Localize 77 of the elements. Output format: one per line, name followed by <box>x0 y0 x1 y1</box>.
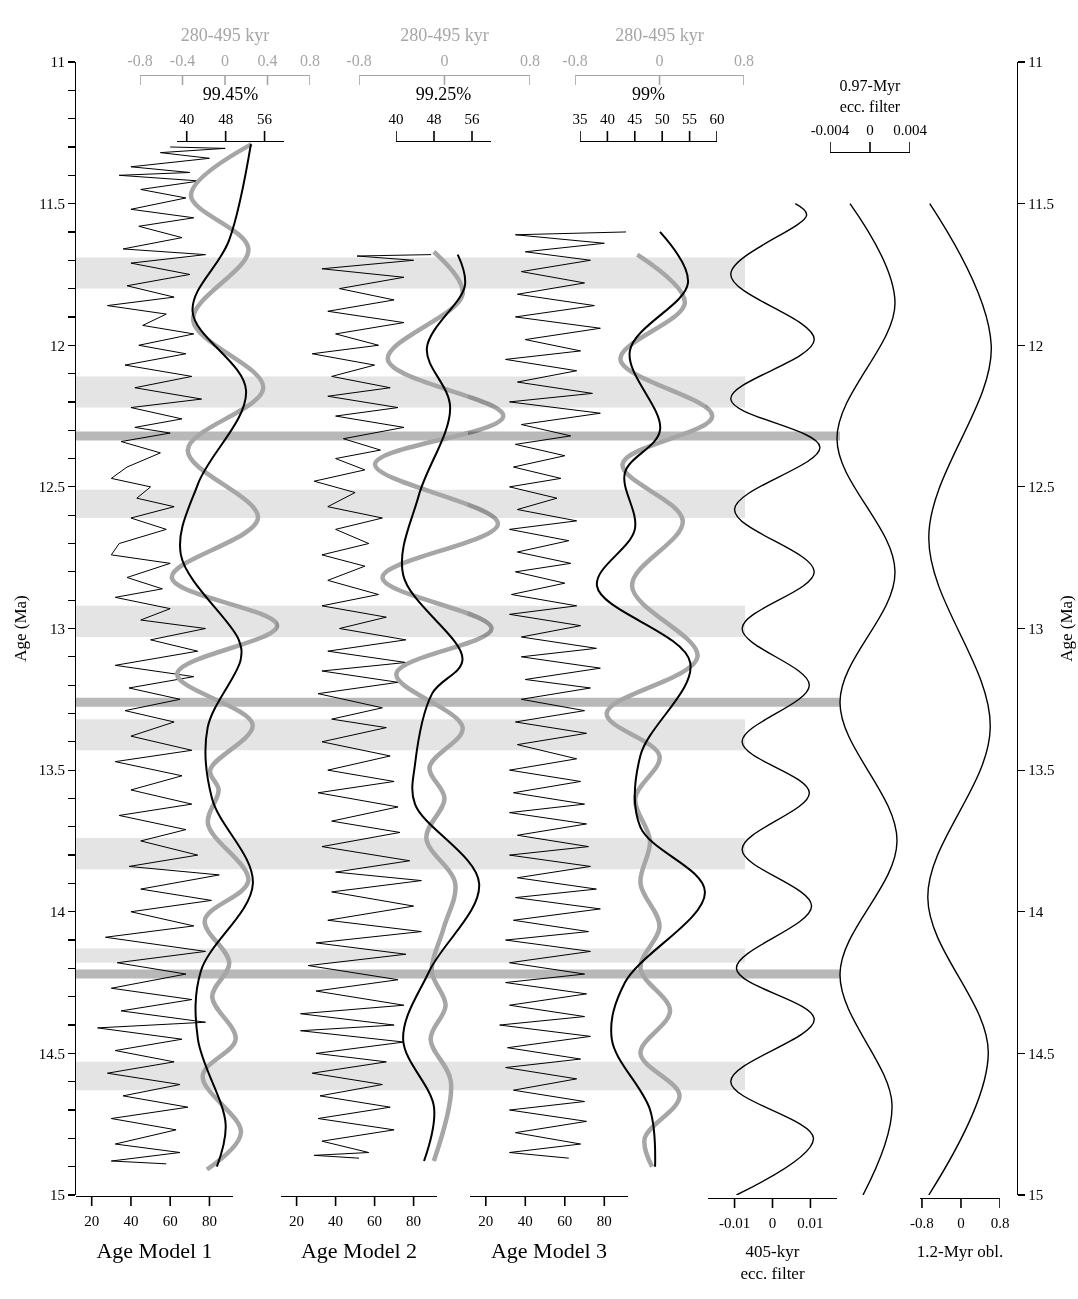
y-tick-label: 15 <box>1028 1187 1044 1204</box>
x-tick-label: 20 <box>478 1213 494 1230</box>
x-axis-title: 0.97-Myr ecc. filter <box>839 77 902 115</box>
x2-tick-label: 0.8 <box>300 51 320 69</box>
y-axis-title: Age (Ma) <box>1056 595 1076 662</box>
x-tick-label: 45 <box>627 111 643 127</box>
y-tick-label: 14.5 <box>38 1045 65 1062</box>
x-tick-label: 48 <box>426 111 442 127</box>
y-tick-label: 14 <box>50 904 66 920</box>
x-axis-title: 99.45% <box>202 84 259 105</box>
y-tick-label: 11 <box>1028 54 1043 71</box>
x-tick-label: 0 <box>768 1215 777 1232</box>
x-axis-title: Age Model 3 <box>490 1238 608 1263</box>
x-tick-label: 0 <box>957 1215 965 1232</box>
y-tick-label: 12.5 <box>1028 479 1055 496</box>
y-tick-label: 13 <box>50 620 65 637</box>
y-tick-label: 13 <box>1028 620 1044 637</box>
x-tick-label: 55 <box>682 111 698 127</box>
y-tick-label: 11 <box>50 54 65 71</box>
x-tick-label: 20 <box>289 1213 305 1230</box>
y-tick-label: 12 <box>1028 337 1044 354</box>
x-axis-title: Age Model 1 <box>96 1238 213 1263</box>
x-tick-label: 60 <box>709 111 725 127</box>
x-axis-title: 405-kyr ecc. filter <box>740 1241 805 1283</box>
y-tick-label: 14.5 <box>1028 1045 1055 1062</box>
x-tick-label: 0.8 <box>990 1215 1010 1232</box>
x-tick-label: 56 <box>257 111 273 127</box>
x-tick-label: 40 <box>599 111 615 127</box>
x-tick-label: 80 <box>201 1213 217 1230</box>
y-tick-label: 12.5 <box>38 479 65 496</box>
y-tick-label: 11.5 <box>1028 195 1054 212</box>
x-tick-label: 40 <box>388 111 404 127</box>
x2-tick-label: 0 <box>655 51 664 69</box>
y-tick-label: 13.5 <box>38 762 65 779</box>
x2-tick-label: -0.4 <box>169 51 196 69</box>
x2-tick-label: 0.4 <box>257 51 278 69</box>
x2-tick-label: -0.8 <box>562 51 588 69</box>
x2-tick-label: 0 <box>221 51 229 69</box>
x2-tick-label: 0.8 <box>734 51 754 69</box>
x2-axis-title: 280-495 kyr <box>180 24 270 45</box>
x2-tick-label: -0.8 <box>127 51 153 69</box>
x-tick-label: -0.01 <box>718 1215 751 1232</box>
x-tick-label: 40 <box>179 111 195 127</box>
x2-tick-label: 0 <box>440 51 449 69</box>
x-axis-title: 99% <box>632 84 665 105</box>
x2-axis-title: 280-495 kyr <box>615 24 704 45</box>
x-tick-label: 40 <box>517 1213 533 1230</box>
x-tick-label: 0 <box>866 122 874 138</box>
y-tick-label: 13.5 <box>1028 762 1055 779</box>
x2-axis-title: 280-495 kyr <box>400 24 489 45</box>
y-tick-label: 12 <box>50 337 65 354</box>
x2-tick-label: 0.8 <box>520 51 540 69</box>
x-tick-label: 0.01 <box>797 1215 824 1232</box>
x-tick-label: 20 <box>84 1213 100 1230</box>
x-tick-label: 40 <box>123 1213 139 1230</box>
y-tick-label: 14 <box>1028 904 1044 920</box>
x-tick-label: 60 <box>162 1213 178 1230</box>
x-tick-label: -0.004 <box>810 122 850 138</box>
y-tick-label: 11.5 <box>39 195 65 212</box>
x-tick-label: 0.004 <box>893 122 928 138</box>
x2-tick-label: -0.8 <box>346 51 372 69</box>
x-tick-label: 50 <box>654 111 670 127</box>
line-series <box>927 202 992 1195</box>
x-tick-label: -0.8 <box>910 1215 934 1232</box>
x-tick-label: 60 <box>557 1213 573 1230</box>
x-tick-label: 35 <box>572 111 588 127</box>
x-tick-label: 48 <box>218 111 234 127</box>
y-axis-title: Age (Ma) <box>11 595 31 662</box>
x-tick-label: 56 <box>464 111 480 127</box>
y-tick-label: 15 <box>50 1187 65 1204</box>
x-tick-label: 80 <box>596 1213 612 1230</box>
x-tick-label: 40 <box>328 1213 344 1230</box>
x-tick-label: 80 <box>406 1213 422 1230</box>
x-axis-title: Age Model 2 <box>300 1238 418 1263</box>
x-tick-label: 60 <box>367 1213 383 1230</box>
x-axis-title: 99.25% <box>415 84 472 105</box>
x-axis-title: 1.2-Myr obl. <box>916 1241 1004 1261</box>
